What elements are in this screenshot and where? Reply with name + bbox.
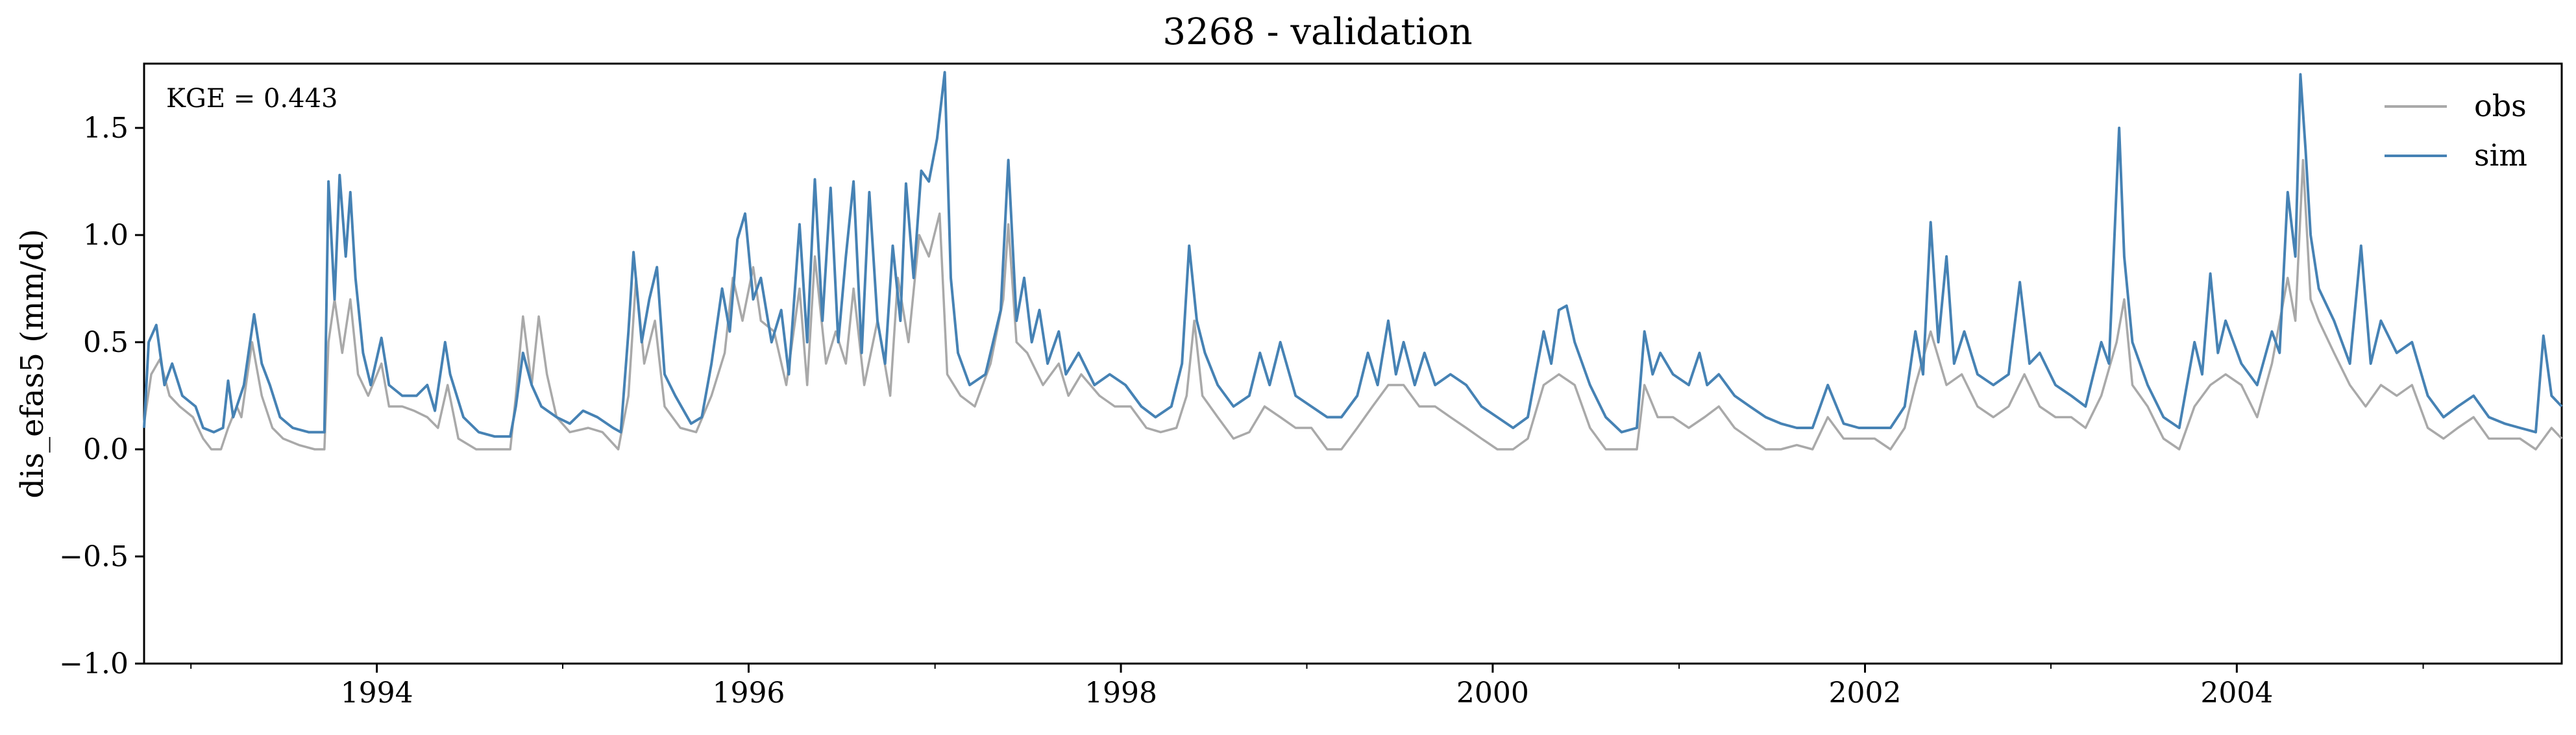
y-tick-label: −1.0 — [59, 647, 129, 680]
series-line-sim — [143, 71, 2563, 438]
plot-area: −1.0 −0.5 0.0 0.5 1.0 1.5 1994 1996 1998 2000 200… — [59, 62, 2563, 710]
y-axis-label: dis_efas5 (mm/d) — [14, 229, 51, 498]
series-layer — [143, 71, 2563, 451]
series-line-obs — [143, 158, 2563, 451]
x-tick-label: 1998 — [1085, 677, 1157, 710]
y-tick-label: 1.0 — [83, 219, 129, 252]
y-tick-label: 0.5 — [83, 326, 129, 359]
x-tick-label: 2000 — [1456, 677, 1529, 710]
y-tick-label: −0.5 — [59, 540, 129, 573]
legend: obs sim — [2385, 88, 2527, 173]
kge-annotation: KGE = 0.443 — [166, 84, 338, 114]
chart-title: 3268 - validation — [1162, 11, 1472, 53]
plot-frame — [143, 62, 2563, 665]
x-tick-label: 1994 — [341, 677, 413, 710]
x-tick-label: 2004 — [2200, 677, 2273, 710]
y-axis: −1.0 −0.5 0.0 0.5 1.0 1.5 — [59, 112, 144, 680]
x-tick-label: 2002 — [1829, 677, 1902, 710]
legend-obs-label: obs — [2474, 88, 2527, 123]
x-axis: 1994 1996 1998 2000 2002 2004 — [190, 664, 2424, 710]
y-tick-label: 0.0 — [83, 433, 129, 466]
x-tick-label: 1996 — [712, 677, 785, 710]
y-tick-label: 1.5 — [83, 112, 129, 145]
legend-sim-label: sim — [2474, 138, 2527, 173]
